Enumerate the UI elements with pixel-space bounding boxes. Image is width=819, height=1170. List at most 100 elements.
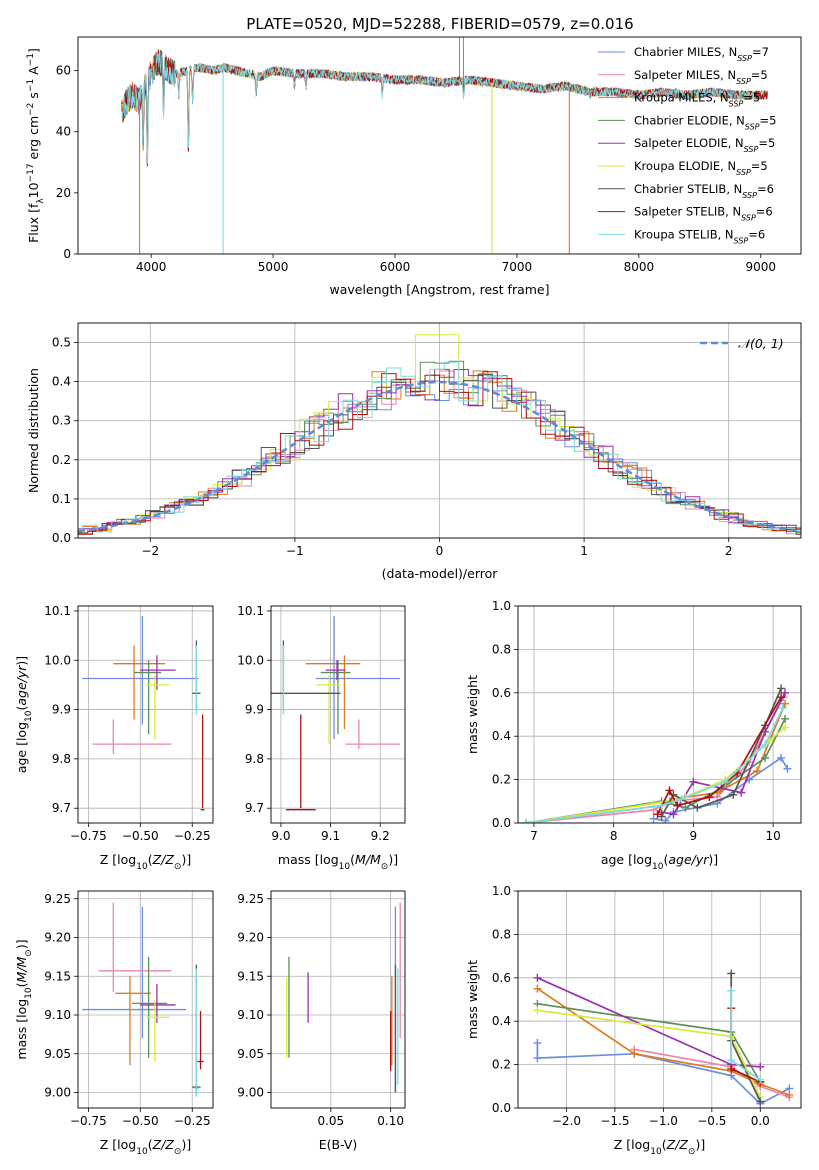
histogram-series [78,370,801,533]
y-tick-label: 0.5 [52,336,71,350]
y-axis-label: age [log10(age/yr)] [14,656,34,773]
plot-area [533,969,794,1108]
y-axis-label: Flux [fλ10−17 erg cm−2 s−1 A−1] [26,48,46,243]
series-marker [781,699,790,708]
label-part: E(B-V) [319,1137,358,1152]
legend-label-sub: SSP [744,145,759,154]
label-part: Z [log [100,852,136,867]
legend-label-sub: SSP [736,168,751,177]
x-tick-label: −2 [141,544,159,558]
series-marker [533,1054,542,1063]
y-tick-label: 9.10 [44,1008,71,1022]
legend-label-tail: =5 [751,68,768,82]
label-part: Z/Z [152,852,175,867]
spectrum-line [120,49,768,166]
y-tick-label: 9.20 [237,931,264,945]
x-tick-label: 2 [725,544,733,558]
axes-frame [270,890,406,1109]
y-tick-label: 9.8 [245,752,264,766]
label-part: age [log [601,852,652,867]
y-tick-label: 0.2 [492,1058,511,1072]
label-part: ( [148,852,153,867]
y-tick-label: 0.1 [52,492,71,506]
legend-label: Salpeter MILES, NSSP=5 [634,68,768,86]
series-line [525,718,786,823]
axes-frame [77,605,214,824]
label-part: mass weight [465,960,480,1039]
label-part: ⊙ [24,949,34,957]
series-marker [721,777,730,786]
series-marker [727,986,736,995]
x-tick-label: −1 [286,544,304,558]
y-tick-label: 0.4 [52,375,71,389]
series-marker [753,766,762,775]
plot-area [82,902,204,1097]
x-tick-label: −1.5 [600,1114,629,1128]
label-part: ( [662,1137,667,1152]
x-tick-label: 6000 [380,260,411,274]
y-axis-label: mass weight [465,675,480,754]
grid [518,890,801,1109]
plot-area [285,902,401,1093]
grid [78,891,213,1108]
series-marker [673,801,682,810]
label-part: ( [663,852,668,867]
legend-label: Salpeter STELIB, NSSP=6 [634,205,773,223]
series-line [634,1048,790,1098]
label-part: )] [695,1137,705,1152]
label-part: age [log [14,722,29,773]
y-tick-label: 0.8 [492,927,511,941]
y-axis-label: Normed distribution [26,368,41,493]
legend-label-base: Kroupa MILES, N [634,91,729,105]
y-tick-label: 60 [56,64,71,78]
series-marker [705,792,714,801]
x-tick-label: 9.1 [321,829,340,843]
label-part: Flux [f [26,203,41,243]
y-tick-label: 9.15 [237,969,264,983]
label-part: −1 [26,79,36,92]
label-part: wavelength [Angstrom, rest frame] [329,282,549,297]
legend-label-sub: SSP [734,236,749,245]
spectrum-line [120,49,755,165]
series-marker [785,1090,794,1099]
series-marker [681,803,690,812]
y-tick-label: 40 [56,125,71,139]
label-part: Z/Z [666,1137,689,1152]
y-tick-label: 1.0 [492,884,511,898]
series-line [525,707,784,823]
y-tick-label: 9.05 [44,1047,71,1061]
y-tick-label: 9.15 [44,969,71,983]
legend-label: Chabrier MILES, NSSP=7 [634,45,769,63]
x-tick-label: 0 [436,544,444,558]
grid [271,891,405,1108]
axes-frame [77,322,802,539]
series-marker [665,786,674,795]
x-tick-label: −1.0 [649,1114,678,1128]
label-part: )] [181,1137,191,1152]
series-marker [533,1038,542,1047]
panel-mass-vs-EBV: 0.05 0.10 9.00 9.05 9.10 9.15 9.20 9.25 E(B-V) [237,890,406,1152]
plot-area [120,37,768,254]
x-tick-label: −0.25 [174,829,211,843]
series-marker [727,1064,736,1073]
legend-label-tail: =7 [752,45,769,59]
panel-mass-vs-Z: −0.75 −0.50 −0.25 9.00 9.05 9.10 9.15 9.20 9.25 Z… [14,890,214,1157]
label-part: ⊙ [174,1147,182,1157]
y-tick-label: 0.4 [492,729,511,743]
label-part: )] [388,852,398,867]
x-tick-label: 8000 [624,260,655,274]
x-tick-label: −0.25 [174,1114,211,1128]
label-part: Z/Z [152,1137,175,1152]
series-marker [729,790,738,799]
label-part: M/M [14,956,29,982]
y-tick-label: 0.0 [52,531,71,545]
x-tick-label: −0.5 [697,1114,726,1128]
x-tick-label: 9000 [745,260,776,274]
series-marker [533,984,542,993]
label-part: 10 [339,862,351,872]
series-marker [777,693,786,702]
x-tick-label: 9 [690,829,698,843]
series-marker [756,1097,765,1106]
series-marker [781,688,790,697]
